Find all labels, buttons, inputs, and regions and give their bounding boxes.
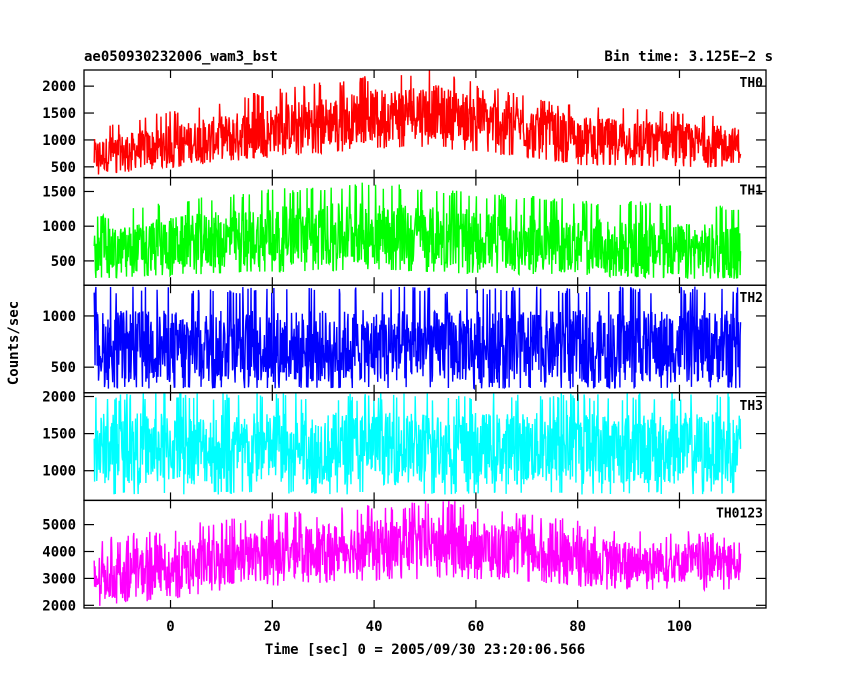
- y-tick-label: 2000: [42, 598, 76, 614]
- panel-label-th1: TH1: [740, 184, 764, 199]
- panel-th3: 1000 1500 2000 TH3: [42, 390, 767, 502]
- y-tick-label: 4000: [42, 545, 76, 561]
- y-tick-label: 1500: [42, 184, 76, 200]
- panel-th0123: 2000 3000 4000 5000 TH0123 0 20 40 60 80 100: [42, 499, 767, 635]
- panel-th2: 500 1000 TH2: [42, 284, 767, 394]
- y-tick-label: 1000: [42, 464, 76, 480]
- panel-th0: 500 1000 1500 2000 TH0: [42, 69, 767, 179]
- x-tick-label: 80: [569, 619, 586, 635]
- panel-label-th0123: TH0123: [716, 506, 763, 521]
- bin-time-label: Bin time: 3.125E−2 s: [604, 49, 773, 65]
- y-tick-label: 500: [51, 254, 76, 270]
- x-axis-label: Time [sec] 0 = 2005/09/30 23:20:06.566: [265, 642, 585, 658]
- series-line-th0123: [93, 500, 742, 606]
- y-tick-label: 5000: [42, 518, 76, 534]
- x-tick-label: 20: [264, 619, 281, 635]
- y-axis-label: Counts/sec: [6, 301, 22, 385]
- y-tick-label: 1500: [42, 427, 76, 443]
- panel-th1: 500 1000 1500 TH1: [42, 176, 767, 286]
- y-tick-label: 1000: [42, 133, 76, 149]
- y-tick-label: 2000: [42, 79, 76, 95]
- x-tick-label: 100: [667, 619, 692, 635]
- panel-label-th2: TH2: [740, 291, 763, 306]
- panel-label-th3: TH3: [740, 399, 763, 414]
- panel-frame: [83, 499, 767, 609]
- y-tick-label: 1000: [42, 309, 76, 325]
- y-tick-label: 500: [51, 360, 76, 376]
- series-line-th3: [93, 392, 742, 495]
- y-tick-label: 3000: [42, 571, 76, 587]
- x-tick-label: 0: [166, 619, 174, 635]
- x-tick-label: 60: [467, 619, 484, 635]
- x-tick-label: 40: [366, 619, 383, 635]
- series-line-th0: [93, 70, 742, 175]
- series-line-th2: [93, 286, 742, 391]
- y-tick-label: 500: [51, 160, 76, 176]
- y-tick-label: 1000: [42, 219, 76, 235]
- panel-label-th0: TH0: [740, 76, 764, 91]
- y-tick-label: 2000: [42, 390, 76, 406]
- chart-title: ae050930232006_wam3_bst: [84, 49, 278, 65]
- y-tick-label: 1500: [42, 106, 76, 122]
- series-line-th1: [93, 182, 742, 280]
